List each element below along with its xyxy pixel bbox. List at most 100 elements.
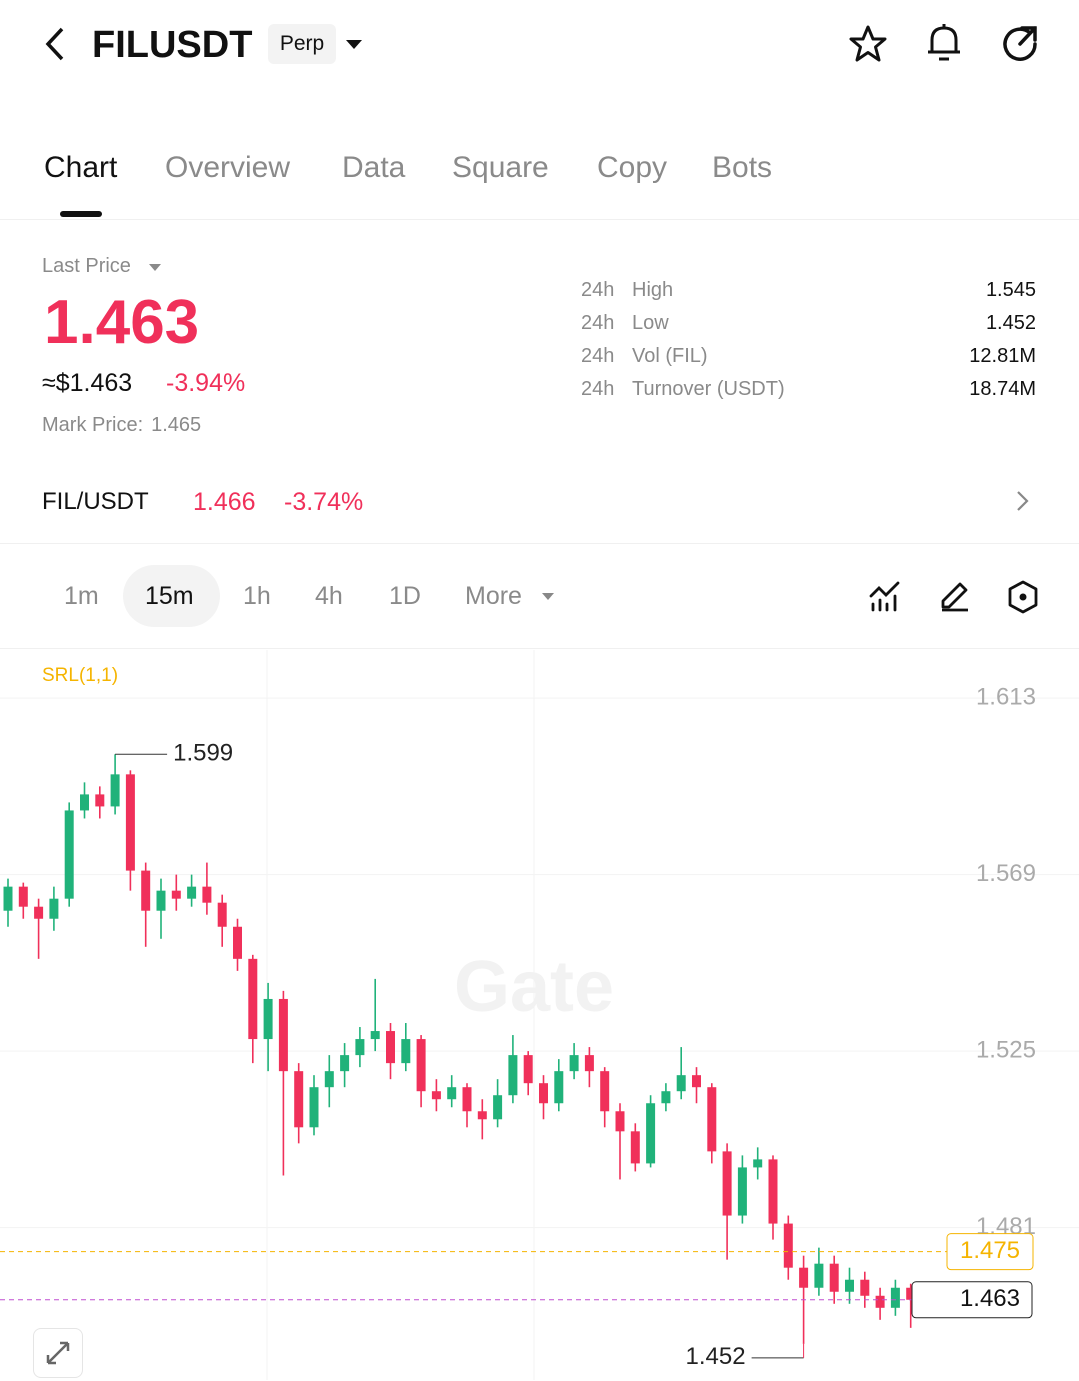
candlestick-chart: Gate SRL(1,1) 1.6131.5691.5251.4811.5991… [0,650,1079,1380]
y-tick-label: 1.613 [976,683,1036,710]
price-line-label: 1.475 [960,1237,1020,1264]
candle-body [737,1167,747,1216]
candle-body [829,1263,839,1292]
candle-body [722,1151,732,1216]
last-price: 1.463 [44,288,200,357]
candle-body [141,870,151,911]
tab[interactable]: Copy [597,151,668,184]
stat-name: Turnover (USDT) [632,378,785,400]
candle-body [523,1055,533,1084]
indicator-label: SRL(1,1) [42,665,118,686]
chevron-right[interactable] [1014,489,1032,513]
settings-icon[interactable] [1006,579,1040,615]
contract-badge[interactable]: Perp [268,24,336,64]
candle-body [554,1071,564,1104]
last-price-label: 1.463 [960,1285,1020,1312]
candle-body [462,1087,472,1112]
candle-body [401,1039,411,1064]
candle-body [3,886,13,911]
last-price-box [911,1281,1033,1319]
candle-body [355,1039,365,1056]
candle-body [707,1087,717,1152]
y-tick-label: 1.569 [976,860,1036,887]
interval[interactable]: 15m [145,582,194,610]
interval[interactable]: 1m [64,582,99,610]
candle-body [95,794,105,807]
alert-icon[interactable] [924,22,964,64]
stat-value: 1.452 [985,312,1036,334]
candle-body [875,1295,885,1308]
stat-period: 24h [581,345,615,367]
stat-name: High [632,279,674,301]
candle-body [860,1279,870,1296]
spot-change: -3.74% [284,488,364,516]
price-change: -3.94% [166,369,246,397]
draw-icon[interactable] [938,579,972,613]
candle-body [34,906,44,919]
candle-body [263,998,273,1040]
stat-name: Vol (FIL) [632,345,708,367]
active-interval-pill [123,565,220,627]
candle-body [324,1071,334,1088]
y-tick-label: 1.525 [976,1036,1036,1063]
tab[interactable]: Square [452,151,549,184]
candle-body [49,898,59,919]
candle-body [646,1103,656,1164]
dropdown-caret[interactable] [344,38,364,52]
candle-body [569,1055,579,1072]
stat-value: 1.545 [985,279,1036,301]
stat-period: 24h [581,378,615,400]
last-price-label: Last Price [42,255,131,277]
indicator-icon[interactable] [868,580,902,614]
candle-body [906,1287,916,1300]
price-line-box [946,1233,1034,1271]
candle-body [890,1287,900,1308]
candle-body [676,1075,686,1092]
candle-body [615,1111,625,1132]
fullscreen-button[interactable] [33,1328,83,1378]
candle-body [202,886,212,903]
candle-body [171,890,181,899]
share-icon[interactable] [1000,24,1040,64]
candle-body [753,1159,763,1168]
candle-body [187,886,197,899]
tab[interactable]: Overview [165,151,291,184]
favorite-icon[interactable] [848,24,888,64]
stat-period: 24h [581,279,615,301]
tab[interactable]: Chart [44,151,118,184]
symbol-title: FILUSDT [92,24,253,66]
interval[interactable]: More [465,582,522,610]
candle-body [768,1159,778,1224]
candle-body [309,1087,319,1128]
dropdown-caret[interactable] [147,262,163,274]
stat-name: Low [632,312,669,334]
interval[interactable]: 1D [389,582,421,610]
interval[interactable]: 4h [315,582,343,610]
candle-body [814,1263,824,1288]
candle-body [447,1087,457,1100]
candle-body [278,998,288,1072]
candle-body [156,890,166,911]
candle-body [416,1039,426,1092]
candle-body [630,1131,640,1164]
mark-price: Mark Price: 1.465 [42,415,201,435]
tab[interactable]: Data [342,151,406,184]
candle-body [340,1055,350,1072]
divider [0,219,1079,220]
divider [0,648,1079,649]
stat-value: 18.74M [969,378,1036,400]
candle-body [18,886,28,907]
watermark: Gate [454,947,614,1027]
spot-pair[interactable]: FIL/USDT [42,488,149,515]
candle-body [799,1267,809,1288]
interval[interactable]: 1h [243,582,271,610]
usd-price: ≈$1.463 [42,369,133,397]
back-button[interactable] [40,26,70,62]
dropdown-caret[interactable] [540,591,556,603]
candle-body [845,1279,854,1292]
candle-body [661,1091,671,1104]
tab[interactable]: Bots [712,151,773,184]
candle-body [294,1071,304,1128]
min-price-label: 1.452 [686,1343,746,1370]
